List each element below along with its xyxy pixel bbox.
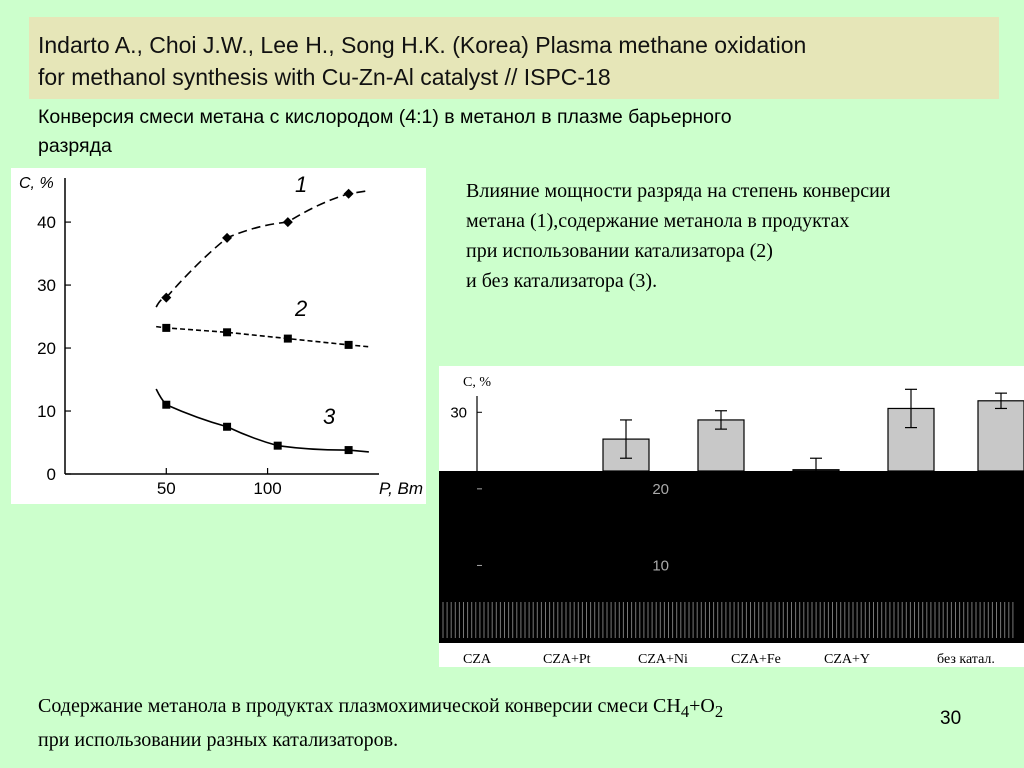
caption-sub-2: 2 xyxy=(714,702,724,721)
catalyst-bar-chart: 10 20 30 C, % CZA CZA+Pt CZA+Ni CZA+Fe CZA+Y без … xyxy=(439,366,1024,667)
x-axis-label: P, Вт xyxy=(379,479,423,498)
caption-line-2: при использовании разных катализаторов. xyxy=(38,729,399,751)
title-line-2: for methanol synthesis with Cu-Zn-Al cat… xyxy=(38,64,611,90)
category-label: CZA+Y xyxy=(824,652,870,667)
caption-line-1: Содержание метанола в продуктах плазмохи… xyxy=(38,692,978,726)
series-3-curve xyxy=(155,388,369,453)
bar xyxy=(977,400,1024,472)
category-label: CZA+Ni xyxy=(638,652,688,667)
category-label: без катал. xyxy=(937,652,995,667)
series-3-label: 3 xyxy=(323,404,336,429)
series-2-point xyxy=(344,340,353,349)
figure-caption: Содержание метанола в продуктах плазмохи… xyxy=(38,692,978,755)
category-label: CZA xyxy=(463,652,492,667)
series-1-point xyxy=(343,188,354,199)
y-axis-label: C, % xyxy=(19,175,54,192)
description-line-2: метана (1),содержание метанола в продукт… xyxy=(466,210,850,232)
conversion-vs-power-chart: 0 10 20 30 40 50 100 C, % P, Вт 1 2 3 xyxy=(11,168,426,504)
caption-text: Содержание метанола в продуктах плазмохи… xyxy=(38,695,681,717)
x-tick-label: 100 xyxy=(253,479,281,498)
series-1-curve xyxy=(155,189,369,308)
series-3-point xyxy=(162,400,171,409)
y-tick-label: 20 xyxy=(37,339,56,358)
caption-plus-o: +O xyxy=(689,695,715,717)
y-tick-label: 40 xyxy=(37,213,56,232)
series-2-point xyxy=(162,323,171,332)
y-tick-label: 10 xyxy=(37,402,56,421)
chart2-svg: 10 20 30 C, % CZA CZA+Pt CZA+Ni CZA+Fe CZA+Y без … xyxy=(439,375,1024,667)
series-1-label: 1 xyxy=(295,172,307,197)
series-1-point xyxy=(222,232,233,243)
y-tick-label: 20 xyxy=(652,481,669,498)
caption-sub-4: 4 xyxy=(680,702,690,721)
subtitle-line-2: разряда xyxy=(38,135,112,157)
series-2-point xyxy=(223,328,232,337)
series-3-point xyxy=(273,441,282,450)
subtitle-line-1: Конверсия смеси метана с кислородом (4:1… xyxy=(38,106,732,128)
x-tick-label: 50 xyxy=(157,479,176,498)
subtitle: Конверсия смеси метана с кислородом (4:1… xyxy=(38,103,998,161)
y-axis-label: C, % xyxy=(463,375,491,390)
dark-region xyxy=(439,471,1024,643)
description-line-4: и без катализатора (3). xyxy=(466,270,658,292)
series-3-point xyxy=(223,422,232,431)
page-number: 30 xyxy=(940,708,962,729)
y-tick-label: 30 xyxy=(37,276,56,295)
series-2-label: 2 xyxy=(294,296,307,321)
figure-description: Влияние мощности разряда на степень конв… xyxy=(466,176,1024,296)
category-label: CZA+Pt xyxy=(543,652,591,667)
series-1-point xyxy=(282,217,293,228)
series-1-point xyxy=(161,292,172,303)
y-tick-label: 10 xyxy=(652,557,669,574)
description-line-3: при использовании катализатора (2) xyxy=(466,240,773,262)
title-line-1: Indarto A., Choi J.W., Lee H., Song H.K.… xyxy=(38,32,807,58)
y-tick-label: 30 xyxy=(450,404,467,421)
series-2-point xyxy=(283,334,292,343)
series-2-curve xyxy=(156,325,369,348)
category-label: CZA+Fe xyxy=(731,652,781,667)
title-box: Indarto A., Choi J.W., Lee H., Song H.K.… xyxy=(29,17,999,99)
label-strip xyxy=(439,644,1024,667)
description-line-1: Влияние мощности разряда на степень конв… xyxy=(466,180,891,202)
series-3-point xyxy=(344,446,353,455)
chart1-svg: 0 10 20 30 40 50 100 C, % P, Вт 1 2 3 xyxy=(19,172,423,498)
y-tick-label: 0 xyxy=(47,465,56,484)
